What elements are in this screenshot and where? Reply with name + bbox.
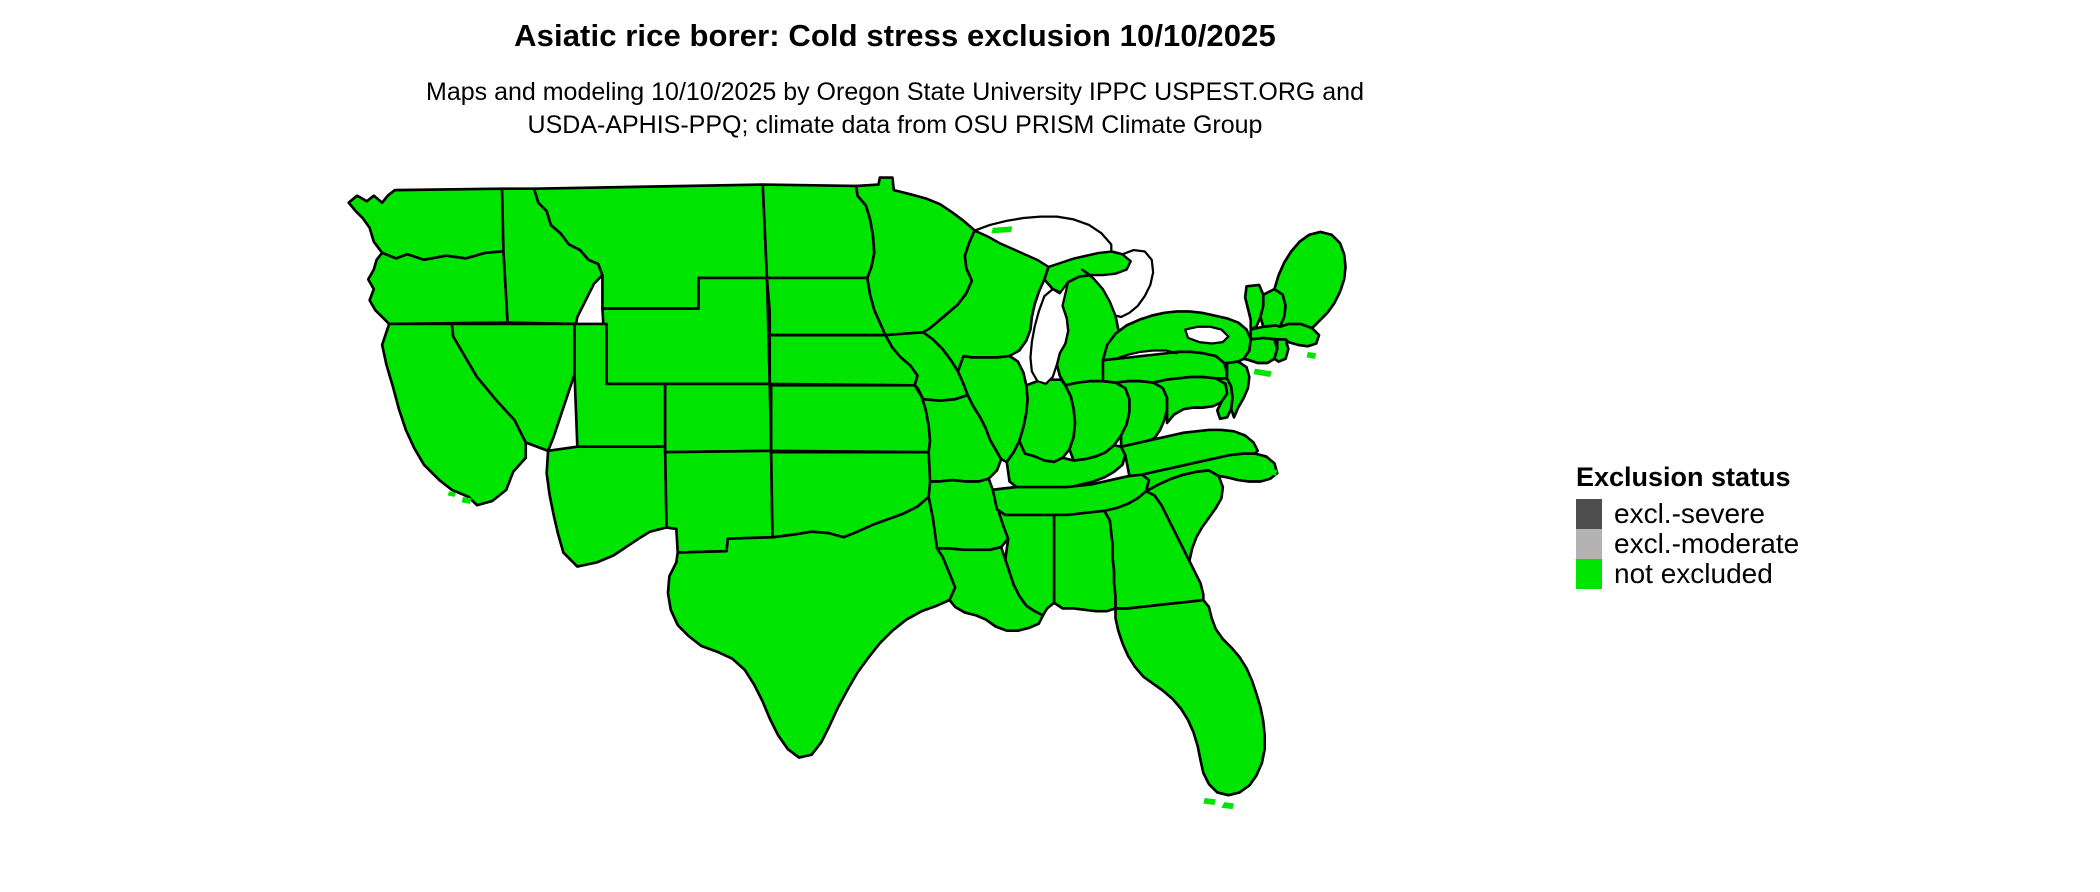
state-rhode-island[interactable] — [1273, 337, 1290, 363]
state-north-dakota[interactable] — [761, 183, 876, 280]
us-map-svg[interactable] — [228, 172, 1568, 890]
state-maine[interactable] — [1273, 230, 1347, 330]
legend-label-not-excluded: not excluded — [1614, 558, 1773, 589]
legend-swatch-not-excluded — [1576, 559, 1602, 589]
legend: Exclusion status excl.-severe excl.-mode… — [1576, 462, 1996, 589]
lake-huron — [1080, 248, 1155, 319]
florida-keys — [1203, 797, 1234, 810]
legend-item-excl-severe[interactable]: excl.-severe — [1576, 499, 1996, 529]
legend-swatch-excl-moderate — [1576, 529, 1602, 559]
subtitle-block: Maps and modeling 10/10/2025 by Oregon S… — [0, 76, 1790, 142]
state-vermont[interactable] — [1243, 283, 1265, 331]
state-alabama[interactable] — [1052, 509, 1117, 613]
outer-banks-islets — [1267, 467, 1278, 476]
lake-erie — [1114, 349, 1180, 360]
state-kansas[interactable] — [769, 383, 932, 454]
state-texas[interactable] — [666, 495, 957, 759]
subtitle-line-2: USDA-APHIS-PPQ; climate data from OSU PR… — [527, 111, 1263, 139]
legend-label-excl-severe: excl.-severe — [1614, 498, 1765, 529]
legend-item-excl-moderate[interactable]: excl.-moderate — [1576, 529, 1996, 559]
state-missouri[interactable] — [913, 383, 1003, 483]
cape-cod-islands — [1306, 351, 1317, 359]
lake-michigan — [1029, 281, 1070, 386]
state-polygons[interactable] — [347, 176, 1347, 810]
state-washington[interactable] — [347, 187, 505, 262]
long-island-islets — [1253, 368, 1272, 377]
state-virginia[interactable] — [1119, 428, 1260, 478]
state-louisiana[interactable] — [935, 545, 1045, 633]
lake-superior-islets — [991, 226, 1013, 234]
legend-item-not-excluded[interactable]: not excluded — [1576, 559, 1996, 589]
state-florida[interactable] — [1114, 598, 1266, 797]
state-arizona[interactable] — [545, 445, 668, 568]
page-title: Asiatic rice borer: Cold stress exclusio… — [514, 18, 1276, 53]
puget-sound-islands — [382, 206, 398, 239]
state-indiana[interactable] — [1017, 378, 1077, 464]
title-block: Asiatic rice borer: Cold stress exclusio… — [0, 18, 1790, 54]
state-new-jersey[interactable] — [1225, 360, 1251, 419]
legend-label-excl-moderate: excl.-moderate — [1614, 528, 1800, 559]
subtitle-line-1: Maps and modeling 10/10/2025 by Oregon S… — [426, 78, 1364, 106]
lake-ontario — [1184, 325, 1230, 345]
legend-swatch-excl-severe — [1576, 499, 1602, 529]
legend-title: Exclusion status — [1576, 462, 1791, 492]
state-oregon[interactable] — [366, 250, 509, 326]
channel-islands — [447, 491, 472, 504]
us-choropleth-map[interactable] — [228, 172, 1568, 890]
state-colorado[interactable] — [663, 382, 773, 454]
